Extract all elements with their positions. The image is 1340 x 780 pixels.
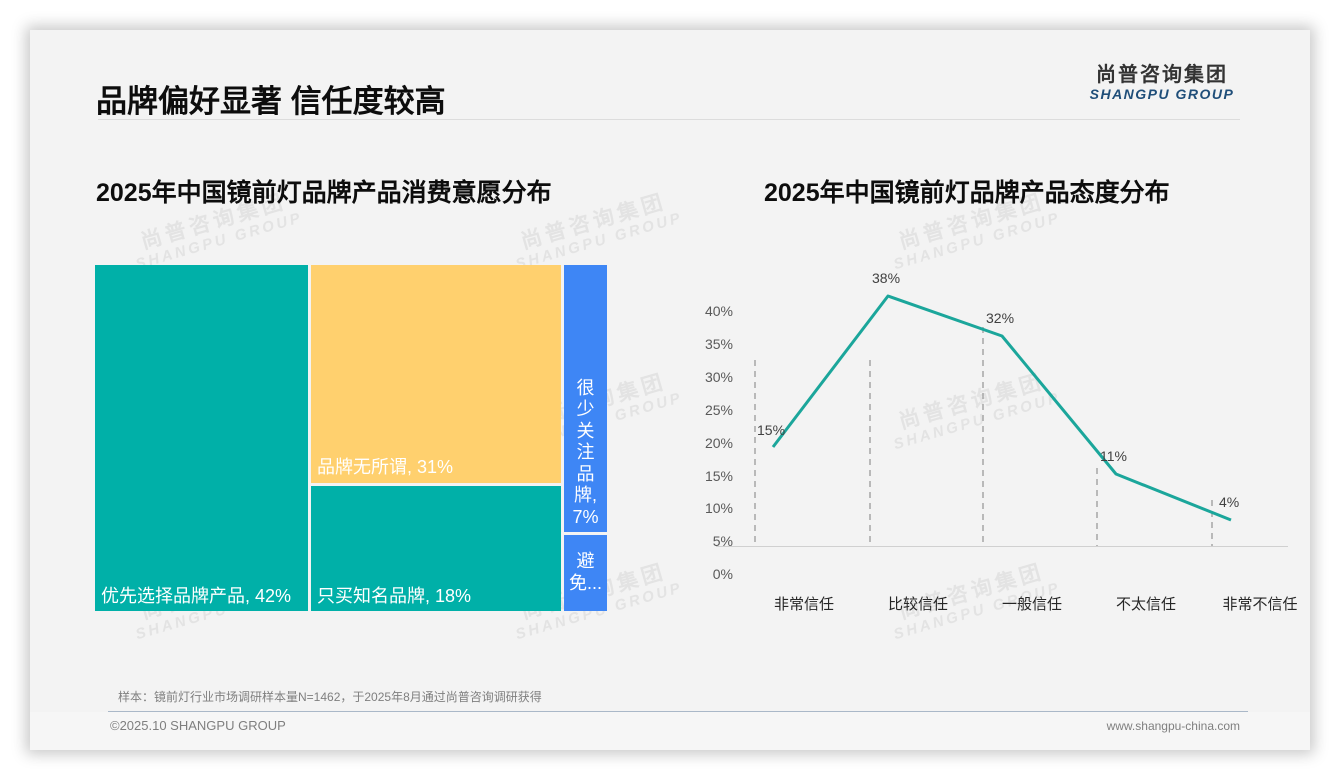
website-link[interactable]: www.shangpu-china.com xyxy=(1106,719,1240,733)
x-tick: 比较信任 xyxy=(887,596,948,613)
tile-label: 只买知名品牌, 18% xyxy=(317,586,472,606)
sample-footnote: 样本：镜前灯行业市场调研样本量N=1462，于2025年8月通过尚普咨询调研获得 xyxy=(118,690,542,704)
line-chart-plot xyxy=(716,294,1288,547)
y-tick: 40% xyxy=(704,303,733,319)
page-title: 品牌偏好显著 信任度较高 xyxy=(96,84,446,119)
treemap-tile-rarely-care-brand[interactable]: 很 少 关 注 品 牌, 7% xyxy=(564,265,607,532)
line-chart-title: 2025年中国镜前灯品牌产品态度分布 xyxy=(764,179,1170,207)
logo-chinese: 尚普咨询集团 xyxy=(1096,64,1228,86)
tile-label: 品牌无所谓, 31% xyxy=(317,457,454,477)
treemap-tile-brand-indifferent[interactable]: 品牌无所谓, 31% xyxy=(311,265,561,483)
data-label: 4% xyxy=(1219,494,1240,510)
treemap-title: 2025年中国镜前灯品牌产品消费意愿分布 xyxy=(96,179,552,207)
x-tick: 非常不信任 xyxy=(1222,596,1298,613)
line-chart: 40% 35% 30% 25% 20% 15% 10% 5% 0% 非常信任 比… xyxy=(660,270,1300,613)
treemap-tile-famous-brand-only[interactable]: 只买知名品牌, 18% xyxy=(311,486,561,611)
y-tick: 30% xyxy=(704,369,733,385)
logo-english: SHANGPU GROUP xyxy=(1089,86,1235,102)
title-divider xyxy=(98,119,1240,120)
tile-label: 优先选择品牌产品, 42% xyxy=(101,586,292,606)
x-tick: 一般信任 xyxy=(1001,596,1062,613)
y-tick: 25% xyxy=(704,402,733,418)
x-tick: 不太信任 xyxy=(1115,596,1176,613)
y-tick: 35% xyxy=(704,336,733,352)
y-tick: 5% xyxy=(712,533,733,549)
y-tick: 10% xyxy=(704,500,733,516)
trust-series-line xyxy=(771,294,1232,522)
treemap-tile-avoid[interactable]: 避 免... xyxy=(564,535,607,611)
treemap-tile-prefer-brand[interactable]: 优先选择品牌产品, 42% xyxy=(95,265,308,611)
y-tick: 15% xyxy=(704,468,733,484)
data-label: 32% xyxy=(986,310,1015,326)
data-label: 11% xyxy=(1100,448,1127,464)
data-label: 15% xyxy=(757,422,786,438)
x-tick: 非常信任 xyxy=(773,596,834,613)
copyright-text: ©2025.10 SHANGPU GROUP xyxy=(110,718,286,733)
y-tick: 0% xyxy=(712,566,733,582)
y-tick: 20% xyxy=(704,435,733,451)
footer-band xyxy=(30,712,1310,750)
footer-divider xyxy=(108,711,1248,712)
data-label: 38% xyxy=(872,270,901,286)
slide: 品牌偏好显著 信任度较高 尚普咨询集团 SHANGPU GROUP 尚普咨询集团… xyxy=(30,30,1310,750)
treemap-chart: 优先选择品牌产品, 42% 品牌无所谓, 31% 只买知名品牌, 18% 很 少… xyxy=(95,265,607,611)
company-logo: 尚普咨询集团 SHANGPU GROUP xyxy=(1082,64,1242,102)
